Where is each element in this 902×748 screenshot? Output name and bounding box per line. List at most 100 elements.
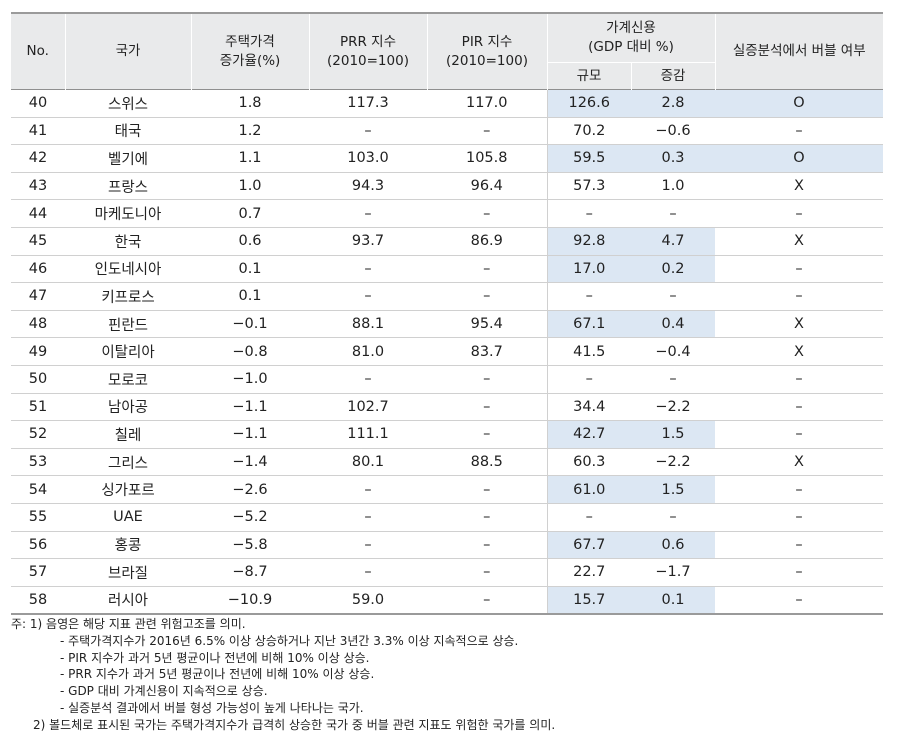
table-row: 50 모로코 −1.0– – – – – xyxy=(11,365,883,394)
cell-no: 43 xyxy=(11,172,65,201)
cell-no: 41 xyxy=(11,117,65,146)
cell-no: 54 xyxy=(11,475,65,504)
cell-bubble: – xyxy=(715,475,883,504)
note-2: 2) 볼드체로 표시된 국가는 주택가격지수가 급격히 상승한 국가 중 버블 … xyxy=(33,717,556,732)
note-bullet: - GDP 대비 가계신용이 지속적으로 상승. xyxy=(60,684,268,699)
cell-bubble: – xyxy=(715,255,883,284)
header-credit-size: 규모 xyxy=(546,62,631,90)
header-country: 국가 xyxy=(64,12,191,90)
header-no: No. xyxy=(11,12,65,90)
cell-credit-change: 1.5 xyxy=(631,420,715,449)
cell-credit-size: 70.2 xyxy=(546,117,631,146)
note-bullet: - PIR 지수가 과거 5년 평균이나 전년에 비해 10% 이상 상승. xyxy=(60,650,370,665)
cell-country: 프랑스 xyxy=(65,172,191,201)
cell-price-growth: −0.8 xyxy=(191,337,309,366)
cell-no: 51 xyxy=(11,393,65,422)
table-row: 43 프랑스 1.0 94.3 96.4 57.3 1.0 X xyxy=(11,172,883,201)
table-row: 45 한국 0.6 93.7 86.9 92.8 4.7 X xyxy=(11,227,883,256)
cell-pir: – xyxy=(427,586,547,616)
cell-credit-size: 42.7 xyxy=(546,420,631,449)
cell-credit-change: −2.2 xyxy=(631,448,715,477)
cell-country: 벨기에 xyxy=(65,144,191,173)
cell-credit-change: 2.8 xyxy=(631,89,715,118)
cell-bubble: X xyxy=(715,310,883,339)
cell-country: 이탈리아 xyxy=(65,337,191,366)
cell-credit-size: – xyxy=(546,199,631,228)
cell-no: 58 xyxy=(11,586,65,616)
note-bullet: - 실증분석 결과에서 버블 형성 가능성이 높게 나타나는 국가. xyxy=(60,700,364,715)
cell-no: 53 xyxy=(11,448,65,477)
cell-credit-size: 15.7 xyxy=(546,586,631,616)
table-row: 49 이탈리아 −0.8 81.0 83.7 41.5 −0.4 X xyxy=(11,337,883,366)
cell-prr: – xyxy=(309,282,427,311)
note-bullet: - PRR 지수가 과거 5년 평균이나 전년에 비해 10% 이상 상승. xyxy=(60,667,375,682)
cell-price-growth: −2.6 xyxy=(191,475,309,504)
cell-bubble: O xyxy=(715,144,883,173)
table-header: No. 국가 주택가격 증가율(%) PRR 지수 (2010=100) PIR… xyxy=(11,12,883,90)
cell-pir: 105.8 xyxy=(427,144,547,173)
cell-prr: 111.1 xyxy=(309,420,427,449)
header-credit-change: 증감 xyxy=(630,62,715,90)
cell-credit-change: 4.7 xyxy=(631,227,715,256)
cell-country: 홍콩 xyxy=(65,531,191,560)
cell-pir: – xyxy=(427,199,547,228)
cell-credit-change: 1.5 xyxy=(631,475,715,504)
cell-credit-size: 67.1 xyxy=(546,310,631,339)
header-price-growth: 주택가격 증가율(%) xyxy=(190,12,309,90)
cell-country: UAE xyxy=(65,503,191,532)
table-row: 44 마케도니아 0.7– – – – – xyxy=(11,199,883,228)
header-price-growth-line2: 증가율(%) xyxy=(219,52,281,69)
table-notes: 주: 1) 음영은 해당 지표 관련 위험고조를 의미. - 주택가격지수가 2… xyxy=(11,616,901,734)
header-credit-line2: (GDP 대비 %) xyxy=(588,39,674,55)
cell-credit-size: 126.6 xyxy=(546,89,631,118)
cell-credit-size: 59.5 xyxy=(546,144,631,173)
cell-credit-change: 0.4 xyxy=(631,310,715,339)
cell-prr: – xyxy=(309,503,427,532)
cell-country: 칠레 xyxy=(65,420,191,449)
cell-country: 남아공 xyxy=(65,393,191,422)
table-row: 48 핀란드 −0.1 88.1 95.4 67.1 0.4 X xyxy=(11,310,883,339)
header-credit: 가계신용 (GDP 대비 %) xyxy=(546,12,715,63)
header-credit-line1: 가계신용 xyxy=(606,20,656,36)
cell-country: 인도네시아 xyxy=(65,255,191,284)
cell-country: 러시아 xyxy=(65,586,191,616)
cell-pir: – xyxy=(427,117,547,146)
cell-price-growth: −1.0 xyxy=(191,365,309,394)
cell-bubble: – xyxy=(715,365,883,394)
cell-price-growth: 1.0 xyxy=(191,172,309,201)
table-row: 40 스위스 1.8 117.3 117.0 126.6 2.8 O xyxy=(11,89,883,118)
cell-pir: 88.5 xyxy=(427,448,547,477)
note-1: 주: 1) 음영은 해당 지표 관련 위험고조를 의미. xyxy=(11,617,246,631)
cell-price-growth: 0.6 xyxy=(191,227,309,256)
table-row: 42 벨기에 1.1 103.0 105.8 59.5 0.3 O xyxy=(11,144,883,173)
cell-bubble: – xyxy=(715,558,883,587)
cell-price-growth: 1.1 xyxy=(191,144,309,173)
cell-pir: 117.0 xyxy=(427,89,547,118)
cell-prr: 93.7 xyxy=(309,227,427,256)
cell-bubble: – xyxy=(715,117,883,146)
cell-country: 싱가포르 xyxy=(65,475,191,504)
cell-price-growth: 1.2 xyxy=(191,117,309,146)
cell-credit-change: 0.1 xyxy=(631,586,715,616)
cell-credit-change: −1.7 xyxy=(631,558,715,587)
cell-credit-size: 17.0 xyxy=(546,255,631,284)
header-prr: PRR 지수 (2010=100) xyxy=(308,12,427,90)
header-pir: PIR 지수 (2010=100) xyxy=(426,12,547,90)
cell-no: 57 xyxy=(11,558,65,587)
cell-prr: 103.0 xyxy=(309,144,427,173)
cell-bubble: – xyxy=(715,503,883,532)
header-pir-line1: PIR 지수 xyxy=(461,33,513,50)
cell-pir: 86.9 xyxy=(427,227,547,256)
table-row: 46 인도네시아 0.1– –17.0 0.2– xyxy=(11,255,883,284)
header-prr-line2: (2010=100) xyxy=(327,52,409,69)
cell-no: 46 xyxy=(11,255,65,284)
cell-pir: – xyxy=(427,558,547,587)
housing-bubble-table-section: No. 국가 주택가격 증가율(%) PRR 지수 (2010=100) PIR… xyxy=(11,12,883,732)
cell-bubble: X xyxy=(715,337,883,366)
cell-price-growth: 0.1 xyxy=(191,255,309,284)
cell-credit-change: −0.6 xyxy=(631,117,715,146)
cell-credit-size: 67.7 xyxy=(546,531,631,560)
table-row: 41 태국 1.2– –70.2 −0.6– xyxy=(11,117,883,146)
cell-pir: – xyxy=(427,475,547,504)
cell-credit-change: 1.0 xyxy=(631,172,715,201)
